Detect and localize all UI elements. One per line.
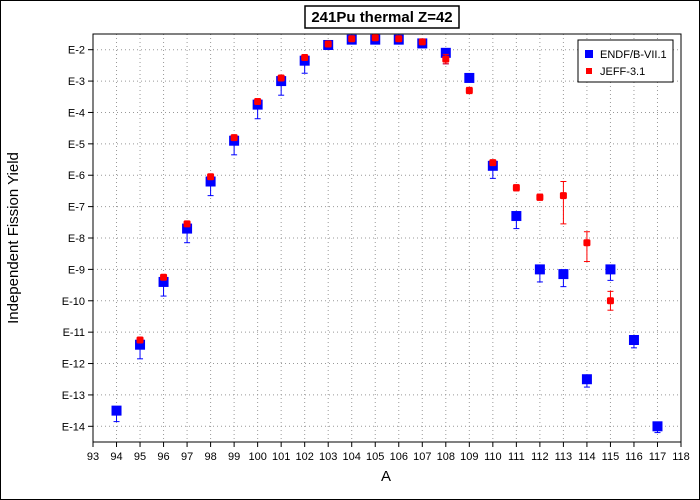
data-point <box>371 34 379 42</box>
y-tick-label: E-10 <box>62 296 85 308</box>
data-point <box>558 269 569 280</box>
x-tick-label: 113 <box>555 451 573 463</box>
data-point <box>464 72 475 83</box>
data-point <box>652 421 663 432</box>
data-point <box>465 86 473 94</box>
data-point <box>583 239 591 247</box>
y-tick-label: E-4 <box>68 107 85 119</box>
y-tick-label: E-3 <box>68 76 85 88</box>
x-tick-label: 112 <box>531 451 549 463</box>
x-tick-label: 104 <box>343 451 361 463</box>
x-tick-label: 96 <box>157 451 169 463</box>
data-point <box>254 97 262 105</box>
data-point <box>581 374 592 385</box>
x-tick-label: 109 <box>460 451 478 463</box>
x-tick-label: 98 <box>204 451 216 463</box>
data-point <box>605 264 616 275</box>
data-point <box>230 134 238 142</box>
x-tick-label: 93 <box>87 451 99 463</box>
data-point <box>182 223 193 234</box>
x-tick-label: 107 <box>413 451 431 463</box>
y-tick-label: E-13 <box>62 390 85 402</box>
x-tick-label: 105 <box>366 451 384 463</box>
legend-marker-endf <box>585 50 593 58</box>
y-tick-label: E-7 <box>68 202 85 214</box>
x-tick-label: 100 <box>248 451 266 463</box>
data-point <box>277 74 285 82</box>
y-tick-label: E-11 <box>63 327 85 339</box>
x-tick-label: 117 <box>649 451 667 463</box>
y-tick-label: E-2 <box>68 45 85 57</box>
chart-title: 241Pu thermal Z=42 <box>311 9 452 26</box>
y-tick-label: E-9 <box>68 264 85 276</box>
x-tick-label: 115 <box>602 451 620 463</box>
data-series <box>111 34 663 434</box>
y-tick-label: E-8 <box>68 233 85 245</box>
data-point <box>628 335 639 345</box>
data-point <box>536 193 544 201</box>
x-tick-label: 99 <box>228 451 240 463</box>
data-point <box>442 55 450 63</box>
data-point <box>559 192 567 200</box>
y-tick-label: E-5 <box>68 139 85 151</box>
legend-label-endf: ENDF/B-VII.1 <box>600 49 667 61</box>
x-tick-label: 114 <box>578 451 596 463</box>
data-point <box>207 173 215 181</box>
data-point <box>135 339 146 350</box>
legend-box <box>577 39 674 83</box>
x-tick-label: 102 <box>296 451 314 463</box>
x-axis-ticks: 93 94 95 96 97 98 99 100 101 102 103 104 105 106 107 10… <box>87 442 690 463</box>
x-axis-label: A <box>381 468 391 485</box>
data-point <box>511 211 522 222</box>
data-point <box>489 159 497 167</box>
x-tick-label: 101 <box>272 451 290 463</box>
y-axis-label: Independent Fission Yield <box>5 152 22 324</box>
x-tick-label: 108 <box>437 451 455 463</box>
y-tick-label: E-6 <box>68 170 85 182</box>
data-point <box>348 35 356 43</box>
legend-label-jeff: JEFF-3.1 <box>600 66 645 78</box>
grid <box>93 34 681 442</box>
x-tick-label: 94 <box>110 451 122 463</box>
y-tick-label: E-12 <box>62 359 85 371</box>
data-point <box>160 273 168 281</box>
chart-title-box: 241Pu thermal Z=42 <box>304 5 460 29</box>
data-point <box>301 54 309 62</box>
data-point <box>512 184 520 192</box>
data-point <box>111 405 122 416</box>
data-point <box>606 297 614 305</box>
x-tick-label: 111 <box>508 451 525 463</box>
x-tick-label: 118 <box>672 451 690 463</box>
data-point <box>183 220 191 228</box>
data-point <box>418 38 426 46</box>
x-tick-label: 106 <box>390 451 408 463</box>
data-point <box>534 264 545 275</box>
data-point <box>440 47 451 58</box>
legend: ENDF/B-VII.1 JEFF-3.1 <box>577 39 674 83</box>
series-jeff <box>136 34 614 344</box>
x-tick-label: 116 <box>625 451 643 463</box>
x-tick-label: 110 <box>484 451 502 463</box>
y-axis-ticks: E-2 E-3 E-4 E-5 E-6 E-7 E-8 E-9 E-10 E-11 E-12 E-13… <box>62 45 93 433</box>
data-point <box>158 276 169 287</box>
y-tick-label: E-14 <box>62 421 85 433</box>
data-point <box>395 35 403 43</box>
x-tick-label: 97 <box>181 451 193 463</box>
x-tick-label: 103 <box>319 451 337 463</box>
data-point <box>324 40 332 48</box>
x-tick-label: 95 <box>134 451 146 463</box>
legend-marker-jeff <box>586 68 592 74</box>
data-point <box>205 176 216 187</box>
data-point <box>136 336 144 344</box>
